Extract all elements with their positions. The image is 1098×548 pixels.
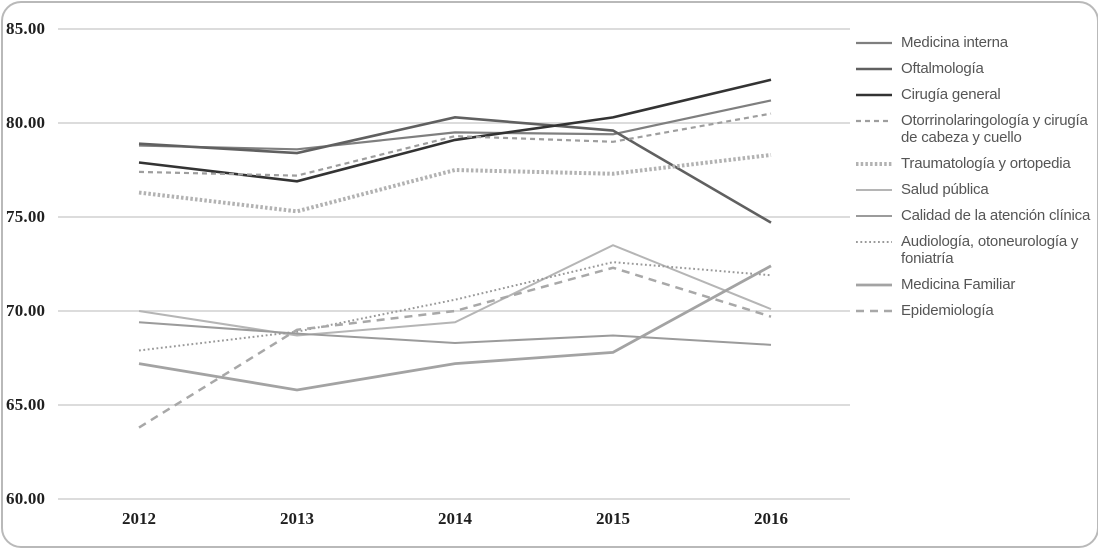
legend-label: Audiología, otoneurología y foniatría [901, 233, 1079, 267]
legend-item-calidad-de-la-atencion-clinica: Calidad de la atención clínica [856, 207, 1092, 224]
legend-line-swatch-icon [856, 119, 892, 123]
x-axis-tick-label: 2012 [122, 509, 156, 528]
series-lines [138, 78, 772, 429]
legend-label: Traumatología y ortopedia [901, 155, 1071, 172]
legend-item-medicina-familiar: Medicina Familiar [856, 276, 1092, 293]
legend-label: Salud pública [901, 181, 989, 198]
x-axis-tick-label: 2016 [754, 509, 788, 528]
legend-line-swatch-icon [856, 283, 892, 287]
series-line-oftalmologia [138, 116, 772, 224]
legend: Medicina interna Oftalmología Cirugía gene… [856, 34, 1092, 328]
legend-label: Oftalmología [901, 60, 984, 77]
series-line-cirugia-general [138, 78, 772, 183]
y-axis-tick-label: 75.00 [6, 207, 46, 226]
series-line-calidad-de-la-atencion-clinica [138, 321, 772, 346]
legend-item-oftalmologia: Oftalmología [856, 60, 1092, 77]
series-line-medicina-familiar [138, 264, 772, 392]
series-line-audiologia-otoneurologia-y-foniatria [138, 261, 772, 352]
series-line-traumatologia-y-ortopedia [138, 152, 772, 214]
x-axis-tick-label: 2014 [438, 509, 472, 528]
legend-item-otorrinolaringologia-y-cirugia-de-cabeza: Otorrinolaringología y cirugía de cabeza… [856, 112, 1092, 146]
series-line-medicina-interna [138, 99, 772, 151]
y-axis-tick-label: 70.00 [6, 301, 46, 320]
legend-label: Medicina interna [901, 34, 1008, 51]
legend-item-salud-publica: Salud pública [856, 181, 1092, 198]
legend-item-medicina-interna: Medicina interna [856, 34, 1092, 51]
legend-label: Cirugía general [901, 86, 1001, 103]
legend-line-swatch-icon [856, 41, 892, 45]
legend-line-swatch-icon [856, 67, 892, 71]
series-line-epidemiologia [138, 266, 772, 429]
gridlines [58, 28, 850, 500]
legend-label: Calidad de la atención clínica [901, 207, 1091, 224]
x-axis-tick-label: 2015 [596, 509, 630, 528]
legend-item-cirugia-general: Cirugía general [856, 86, 1092, 103]
series-line-otorrinolaringologia-y-cirugia-de-cabeza [138, 112, 772, 177]
legend-label: Medicina Familiar [901, 276, 1016, 293]
legend-line-swatch-icon [856, 162, 892, 166]
x-axis-tick-label: 2013 [280, 509, 314, 528]
y-axis-tick-label: 80.00 [6, 113, 46, 132]
legend-item-audiologia-otoneurologia-y-foniatria: Audiología, otoneurología y foniatría [856, 233, 1092, 267]
legend-line-swatch-icon [856, 215, 892, 217]
y-axis-tick-label: 85.00 [6, 19, 46, 38]
series-line-salud-publica [138, 244, 772, 337]
legend-label: Epidemiología [901, 302, 994, 319]
legend-line-swatch-icon [856, 309, 892, 313]
legend-line-swatch-icon [856, 241, 892, 243]
legend-line-swatch-icon [856, 93, 892, 97]
y-axis-tick-label: 65.00 [6, 395, 46, 414]
y-axis-tick-label: 60.00 [6, 489, 46, 508]
legend-item-epidemiologia: Epidemiología [856, 302, 1092, 319]
legend-line-swatch-icon [856, 189, 892, 191]
legend-label: Otorrinolaringología y cirugía de cabeza… [901, 112, 1088, 146]
legend-item-traumatologia-y-ortopedia: Traumatología y ortopedia [856, 155, 1092, 172]
